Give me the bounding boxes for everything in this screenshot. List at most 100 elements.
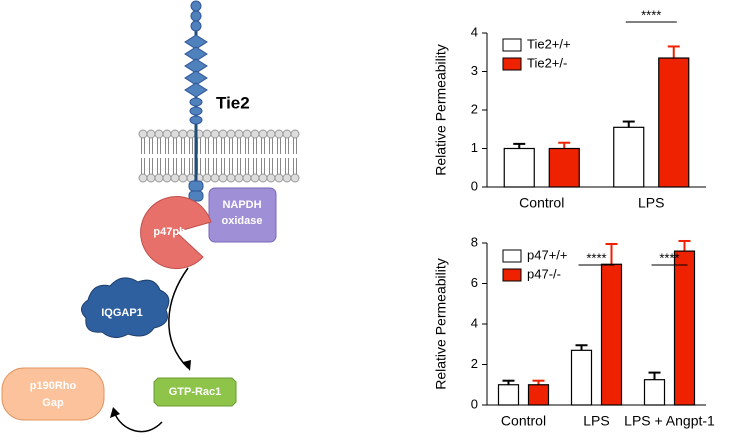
- lipid-head: [154, 173, 164, 183]
- gap-label: Gap: [42, 397, 64, 409]
- lipid-head: [170, 129, 180, 139]
- y-tick-label: 0: [471, 396, 478, 411]
- lipid-head: [226, 173, 236, 183]
- bar: [570, 349, 593, 406]
- receptor-label: Tie2: [216, 93, 250, 112]
- lipid-head: [178, 173, 188, 183]
- arrow: [114, 413, 163, 433]
- legend-label: p47+/+: [527, 247, 568, 262]
- lipid-head: [202, 173, 212, 183]
- domain: [190, 10, 202, 22]
- y-tick-label: 2: [471, 356, 478, 371]
- lipid-head: [210, 173, 220, 183]
- oxidase-box: [208, 187, 277, 243]
- y-tick-label: 1: [471, 140, 478, 155]
- domain: [189, 97, 203, 107]
- y-axis-label: Relative Permeability: [433, 258, 449, 390]
- legend-swatch: [502, 249, 522, 263]
- bar: [527, 384, 550, 406]
- bar: [673, 250, 696, 406]
- lipid-head: [138, 173, 148, 183]
- bar: [658, 57, 690, 188]
- charts: Relative Permeability 0 1 2 3 4 Control LPS Tie2…: [433, 7, 715, 428]
- arrow: [168, 267, 189, 369]
- lipid-head: [282, 173, 292, 183]
- lipid-head: [226, 129, 236, 139]
- lipid-head: [258, 173, 268, 183]
- x-tick-label: Control: [501, 413, 546, 429]
- y-tick-label: 8: [471, 234, 478, 249]
- rac-box: [153, 377, 237, 407]
- x-tick-label: Control: [519, 195, 564, 211]
- domain: [190, 20, 202, 32]
- significance-label: ****: [659, 250, 679, 265]
- y-tick-label: 4: [471, 24, 478, 39]
- lipid-head: [146, 129, 156, 139]
- legend-label: Tie2+/+: [527, 36, 571, 51]
- lipid-head: [170, 173, 180, 183]
- lipid-head: [218, 129, 228, 139]
- lipid-head: [146, 173, 156, 183]
- receptor: [184, 0, 208, 202]
- oxidase-label: oxidase: [222, 215, 263, 227]
- arrowhead: [183, 360, 191, 371]
- lipid-head: [234, 129, 244, 139]
- significance-label: ****: [586, 250, 606, 265]
- lipid-head: [274, 129, 284, 139]
- lipid-head: [258, 129, 268, 139]
- bar: [643, 379, 666, 406]
- lipid-head: [186, 129, 196, 139]
- bar: [548, 147, 580, 188]
- lipid-head: [202, 129, 212, 139]
- lipid-head: [154, 129, 164, 139]
- bar: [497, 384, 520, 406]
- lipid-head: [178, 129, 188, 139]
- domain: [189, 106, 203, 116]
- domain: [184, 82, 208, 98]
- membrane: [138, 129, 300, 183]
- lipid-head: [234, 173, 244, 183]
- lipid-head: [210, 129, 220, 139]
- arrowhead: [110, 407, 120, 418]
- y-tick-label: 2: [471, 101, 478, 116]
- legend-swatch: [502, 268, 522, 282]
- gap-label: p190Rho: [30, 380, 77, 392]
- lipid-head: [138, 129, 148, 139]
- lipid-head: [250, 173, 260, 183]
- rac-label: GTP-Rac1: [169, 386, 222, 398]
- domain: [188, 190, 204, 202]
- lipid-head: [162, 173, 172, 183]
- iqgap-cloud: [81, 277, 170, 338]
- legend-swatch: [502, 57, 522, 71]
- y-tick-label: 3: [471, 63, 478, 78]
- lipid-head: [218, 173, 228, 183]
- domain: [190, 0, 202, 12]
- significance-label: ****: [641, 7, 661, 22]
- lipid-head: [266, 129, 276, 139]
- lipid-head: [290, 173, 300, 183]
- x-tick-label: LPS: [638, 195, 664, 211]
- bar: [600, 263, 623, 406]
- legend-label: p47-/-: [527, 266, 561, 281]
- bar: [503, 147, 535, 188]
- lipid-head: [162, 129, 172, 139]
- y-tick-label: 4: [471, 315, 478, 330]
- lipid-head: [242, 129, 252, 139]
- lipid-head: [282, 129, 292, 139]
- legend-label: Tie2+/-: [527, 55, 567, 70]
- p47-shape: [140, 196, 212, 270]
- legend-swatch: [502, 38, 522, 52]
- iqgap-label: IQGAP1: [101, 307, 143, 319]
- p47-label: p47phox: [153, 226, 199, 238]
- x-tick-label: LPS + Angpt-1: [624, 413, 715, 429]
- bar: [613, 126, 645, 188]
- oxidase-label: NAPDH: [222, 199, 261, 211]
- y-tick-label: 0: [471, 178, 478, 193]
- domain: [189, 115, 203, 125]
- domain: [188, 180, 204, 192]
- y-axis-label: Relative Permeability: [433, 44, 449, 176]
- lipid-head: [242, 173, 252, 183]
- x-tick-label: LPS: [583, 413, 609, 429]
